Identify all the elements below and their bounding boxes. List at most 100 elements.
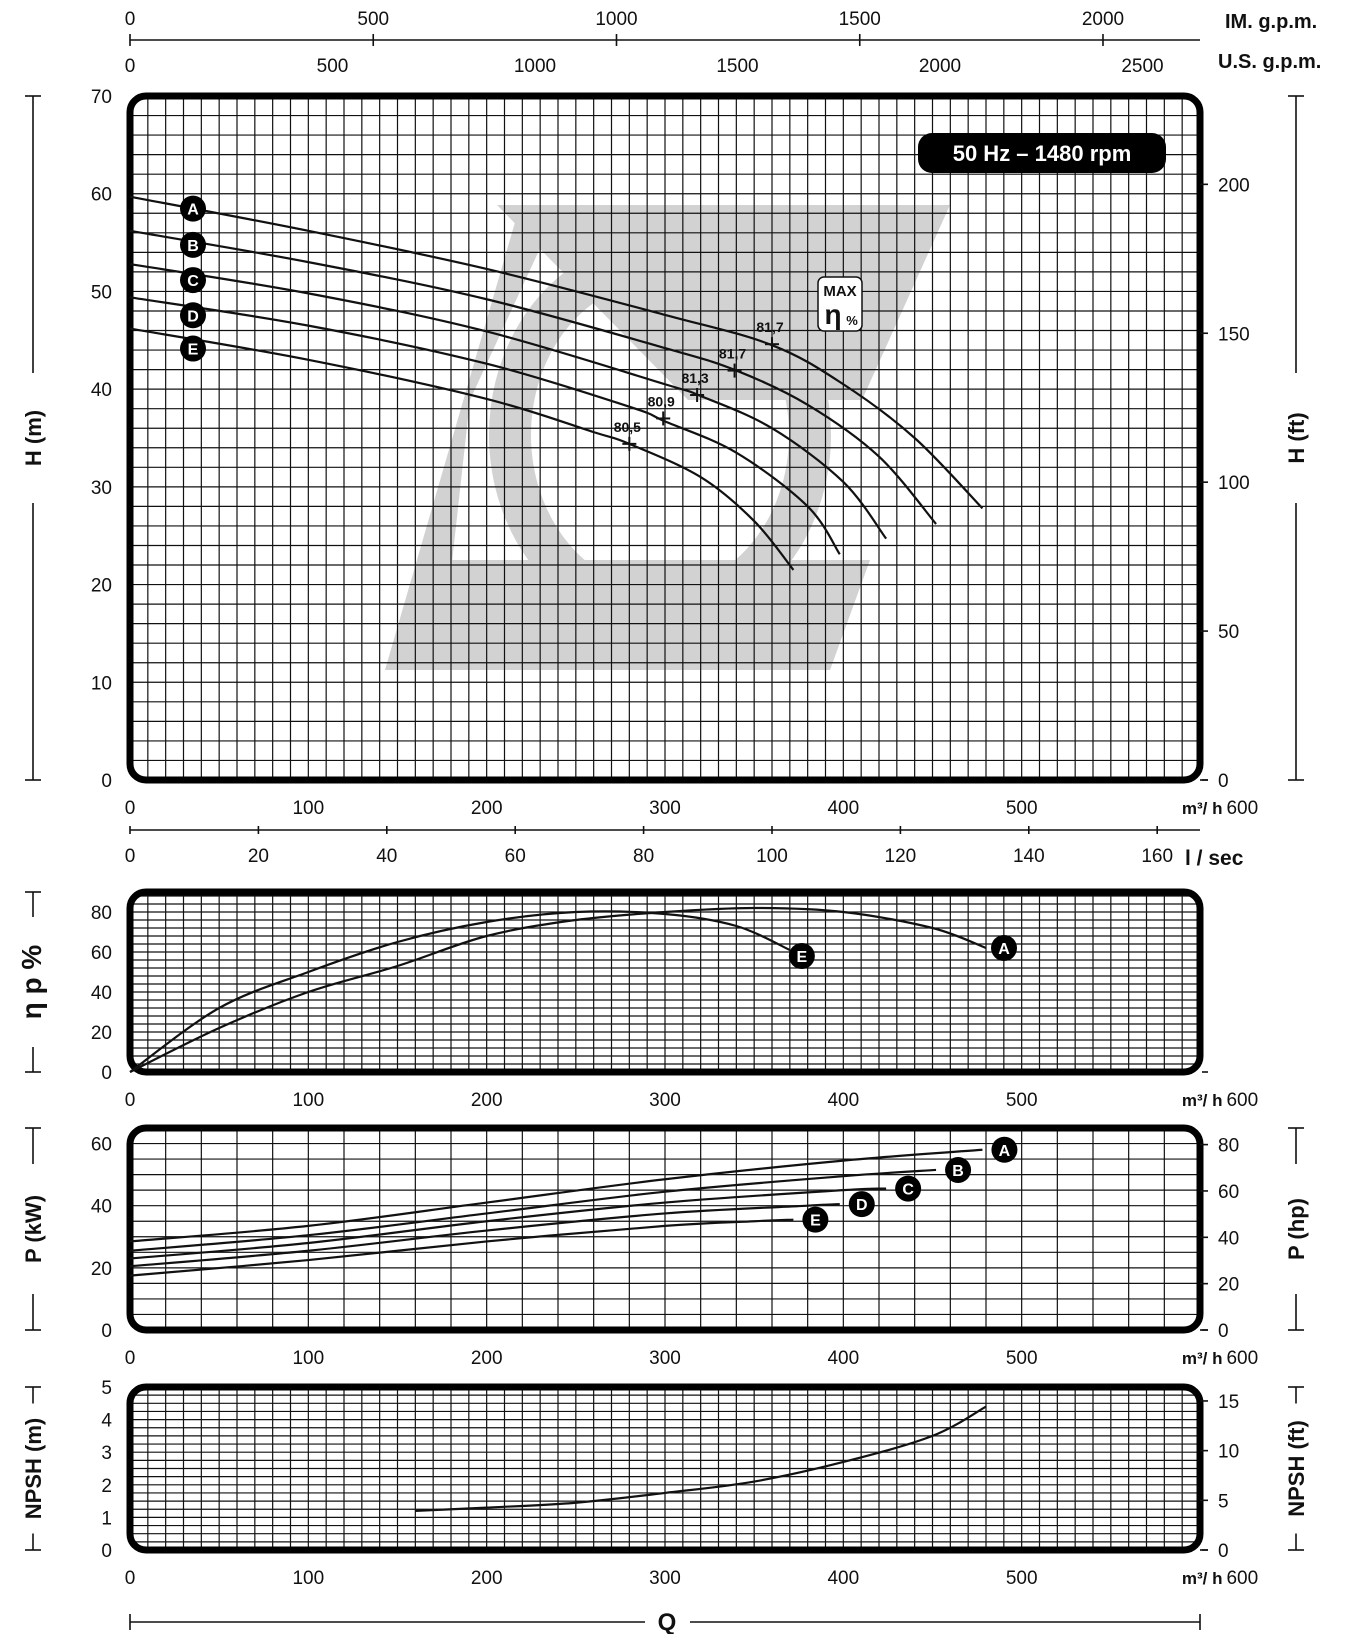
power-grid [130,1128,1200,1330]
head-xtick: 400 [827,798,859,819]
lsec-tick: 120 [885,846,917,867]
head-curve-a [129,195,984,510]
lsec-tick: 40 [376,846,397,867]
head-series-badge-d-circle [180,302,206,329]
speed-info-box [918,133,1166,173]
head-plot-frame [126,92,1204,784]
efficiency-xunit: m³/ h 600 [1182,1090,1258,1111]
npsh-xtick: 100 [292,1568,324,1589]
efficiency-ytick: 60 [91,943,112,964]
head-ytick-right: 100 [1218,473,1250,494]
head-series-badge-b: B [187,238,199,255]
power-ytick: 40 [91,1197,112,1218]
head-ytick: 10 [91,673,112,694]
power-ytick-right: 60 [1218,1182,1239,1203]
npsh-ylabel-left: NPSH (m) [21,1418,46,1519]
head-series-badge-e: E [188,342,199,359]
head-xtick: 300 [649,798,681,819]
head-ytick: 20 [91,576,112,597]
npsh-ytick-right: 10 [1218,1442,1239,1463]
npsh-xtick: 500 [1006,1568,1038,1589]
head-xtick: 200 [471,798,503,819]
max-eff-label: 80,9 [648,393,675,409]
efficiency-xtick: 200 [471,1090,503,1111]
head-grid [130,96,1200,780]
efficiency-ytick: 0 [101,1063,112,1084]
power-curve-a [129,1148,983,1243]
max-eff-legend-box [817,276,863,332]
us-gpm-tick: 2500 [1121,56,1163,77]
power-xtick: 400 [827,1348,859,1369]
head-xlabel: m³/ h [1182,799,1223,818]
head-xtick: 500 [1006,798,1038,819]
im-gpm-tick: 500 [357,9,389,30]
power-xtick: 100 [292,1348,324,1369]
npsh-xunit: m³/ h 600 [1182,1568,1258,1589]
efficiency-xtick: 400 [827,1090,859,1111]
im-gpm-tick: 1000 [595,9,637,30]
eff-series-badge-e-circle [788,943,815,969]
npsh-ytick-right: 5 [1218,1491,1229,1512]
head-series-badge-b-circle [180,231,206,258]
head-ytick: 30 [91,478,112,499]
max-eff-label: 81,7 [756,319,783,335]
head-ytick-right: 150 [1218,324,1250,345]
power-xtick: 200 [471,1348,503,1369]
npsh-grid [130,1387,1200,1550]
max-eff-label: 81,7 [719,346,746,362]
lsec-tick: 0 [125,846,136,867]
npsh-plot-frame [126,1383,1204,1554]
lsec-tick: 80 [633,846,654,867]
us-gpm-tick: 500 [317,56,349,77]
head-ytick-right: 0 [1218,771,1229,792]
head-xtick: 0 [125,798,136,819]
efficiency-ytick: 20 [91,1023,112,1044]
head-ytick-right: 200 [1218,175,1250,196]
head-series-badge-c-circle [180,267,206,294]
power-ytick: 0 [101,1321,112,1342]
power-xtick: 500 [1006,1348,1038,1369]
lsec-tick: 140 [1013,846,1045,867]
head-series-badge-a-circle [180,195,206,222]
npsh-xtick: 400 [827,1568,859,1589]
efficiency-xtick: 0 [125,1090,136,1111]
head-curve-d [129,296,841,555]
npsh-xtick: 200 [471,1568,503,1589]
im-gpm-tick: 0 [125,9,136,30]
head-curve-e [129,327,795,571]
max-eff-legend-symbol: η [824,299,841,330]
npsh-curve-npsh [415,1405,987,1512]
efficiency-xtick: 500 [1006,1090,1038,1111]
npsh-ytick-right: 15 [1218,1392,1239,1413]
npsh-xtick: 0 [125,1568,136,1589]
im-gpm-tick: 1500 [839,9,881,30]
power-series-badge-b-circle [945,1156,972,1183]
npsh-ytick: 0 [101,1541,112,1562]
head-series-badge-d: D [187,308,199,325]
lsec-tick: 100 [756,846,788,867]
power-ytick-right: 0 [1218,1321,1229,1342]
im-gpm-tick: 2000 [1082,9,1124,30]
us-gpm-tick: 2000 [919,56,961,77]
efficiency-curve-e [129,910,791,1073]
power-ytick: 60 [91,1135,112,1156]
power-series-badge-e: E [810,1213,821,1230]
power-ytick-right: 20 [1218,1275,1239,1296]
efficiency-ytick: 40 [91,983,112,1004]
watermark-logo [385,205,950,670]
npsh-ytick: 4 [101,1411,112,1432]
us-gpm-tick: 1000 [514,56,556,77]
im-gpm-label: IM. g.p.m. [1225,11,1317,33]
head-xtick: 100 [292,798,324,819]
head-ylabel-left: H (m) [21,410,46,466]
head-curve-b [129,229,937,525]
max-eff-label: 80,5 [614,419,641,435]
head-ytick: 70 [91,87,112,108]
power-series-badge-c-circle [895,1175,922,1202]
power-plot-frame [126,1124,1204,1334]
efficiency-curve-a [129,906,987,1073]
npsh-ytick: 5 [101,1378,112,1399]
head-series-badge-e-circle [180,335,206,362]
us-gpm-tick: 1500 [716,56,758,77]
power-xtick: 0 [125,1348,136,1369]
